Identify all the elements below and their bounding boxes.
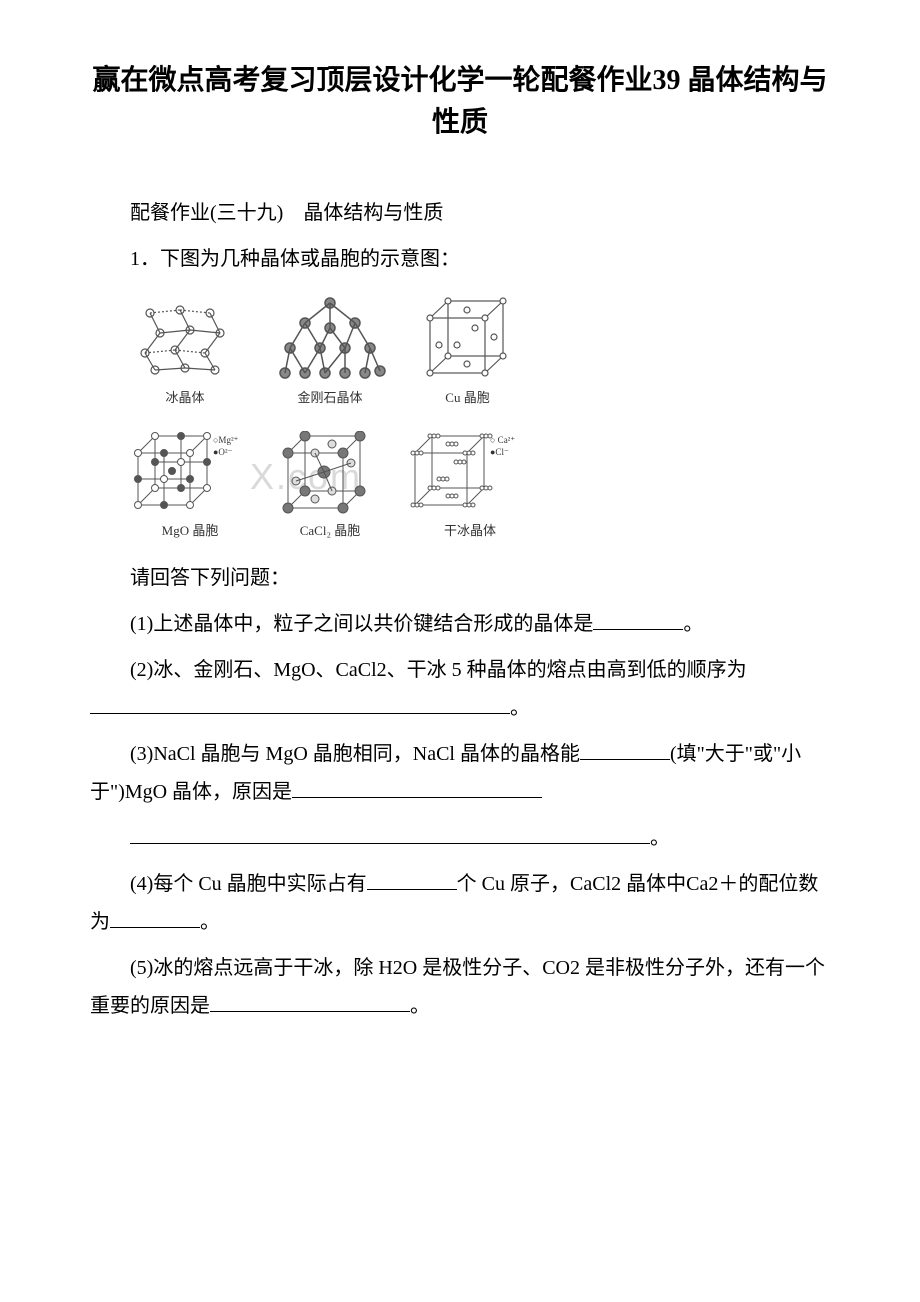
figures-row-2: X.com <box>130 431 830 539</box>
figures-row-1: 冰晶体 金刚石晶体 <box>130 293 830 406</box>
caption-mgo: MgO 晶胞 <box>162 520 219 539</box>
q4-text-a: (4)每个 Cu 晶胞中实际占有 <box>130 873 367 895</box>
q3-blank-3[interactable] <box>130 824 650 844</box>
q1-blank[interactable] <box>593 610 683 630</box>
q4-blank-2[interactable] <box>110 908 200 928</box>
q2-end: 。 <box>510 697 530 719</box>
q5-blank[interactable] <box>210 992 410 1012</box>
figure-diamond: 金刚石晶体 <box>270 293 390 406</box>
figure-cu: Cu 晶胞 <box>420 293 515 406</box>
ice-diagram <box>130 298 240 383</box>
caption-cacl2: CaCl₂ 晶胞 <box>300 520 361 539</box>
dryice-label-cl: ●Cl⁻ <box>490 447 509 457</box>
figure-mgo: ○Mg²⁺ ●O²⁻ MgO 晶胞 <box>130 431 250 539</box>
question-4: (4)每个 Cu 晶胞中实际占有个 Cu 原子，CaCl2 晶体中Ca2＋的配位… <box>90 865 830 941</box>
q3-end: 。 <box>650 827 670 849</box>
question-5: (5)冰的熔点远高于干冰，除 H2O 是极性分子、CO2 是非极性分子外，还有一… <box>90 949 830 1025</box>
question-2: (2)冰、金刚石、MgO、CaCl2、干冰 5 种晶体的熔点由高到低的顺序为。 <box>90 651 830 727</box>
q5-end: 。 <box>410 995 430 1017</box>
mgo-label-o: ●O²⁻ <box>213 447 233 457</box>
q1-end: 。 <box>683 613 703 635</box>
diamond-diagram <box>270 293 390 383</box>
caption-cu: Cu 晶胞 <box>445 387 489 406</box>
figure-ice: 冰晶体 <box>130 298 240 406</box>
intro-1: 配餐作业(三十九) 晶体结构与性质 <box>90 194 830 232</box>
page-title: 赢在微点高考复习顶层设计化学一轮配餐作业39 晶体结构与性质 <box>90 60 830 144</box>
figure-cacl2: CaCl₂ 晶胞 <box>280 431 380 539</box>
question-3: (3)NaCl 晶胞与 MgO 晶胞相同，NaCl 晶体的晶格能(填"大于"或"… <box>90 735 830 811</box>
mgo-label-mg: ○Mg²⁺ <box>213 435 239 445</box>
q4-end: 。 <box>200 911 220 933</box>
q2-blank[interactable] <box>90 694 510 714</box>
q4-blank-1[interactable] <box>367 870 457 890</box>
caption-ice: 冰晶体 <box>165 387 204 406</box>
caption-dry-ice: 干冰晶体 <box>444 520 496 539</box>
cacl2-unit-cell <box>280 431 380 516</box>
intro-2: 1．下图为几种晶体或晶胞的示意图： <box>90 240 830 278</box>
question-1: (1)上述晶体中，粒子之间以共价键结合形成的晶体是 。 <box>90 605 830 643</box>
q3-text-a: (3)NaCl 晶胞与 MgO 晶胞相同，NaCl 晶体的晶格能 <box>130 743 580 765</box>
q3-blank-2[interactable] <box>292 778 542 798</box>
dryice-label-ca: ○ Ca²⁺ <box>490 435 515 445</box>
q2-text-a: (2)冰、金刚石、MgO、CaCl2、干冰 5 种晶体的熔点由高到低的顺序为 <box>130 659 747 681</box>
dry-ice-unit-cell: ○ Ca²⁺ ●Cl⁻ <box>410 431 530 516</box>
question-3-cont: 。 <box>90 819 830 857</box>
cu-unit-cell <box>420 293 515 383</box>
figure-dry-ice: ○ Ca²⁺ ●Cl⁻ 干冰晶体 <box>410 431 530 539</box>
q1-text: (1)上述晶体中，粒子之间以共价键结合形成的晶体是 <box>130 613 593 635</box>
q5-text-a: (5)冰的熔点远高于干冰，除 H2O 是极性分子、CO2 是非极性分子外，还有一… <box>90 957 825 1017</box>
q3-blank-1[interactable] <box>580 740 670 760</box>
question-prompt: 请回答下列问题： <box>90 559 830 597</box>
caption-diamond: 金刚石晶体 <box>297 387 362 406</box>
mgo-unit-cell: ○Mg²⁺ ●O²⁻ <box>130 431 250 516</box>
